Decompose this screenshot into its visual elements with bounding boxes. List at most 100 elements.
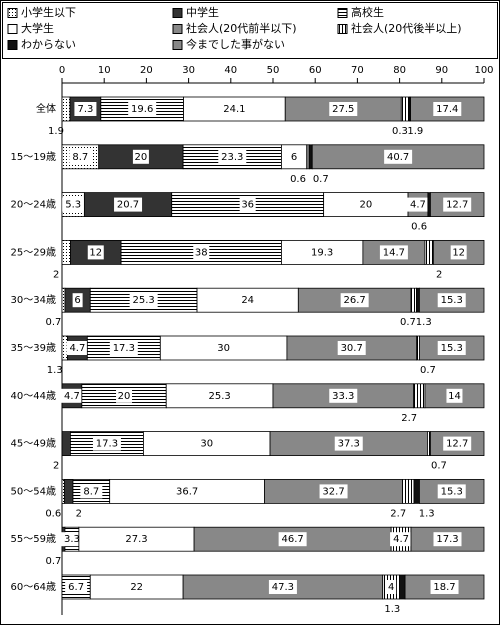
value-label-box xyxy=(87,245,104,260)
legend-swatch xyxy=(337,24,348,34)
value-label-box xyxy=(319,484,348,499)
value-label: 3.3 xyxy=(64,534,80,545)
value-label: 12.7 xyxy=(446,439,468,450)
value-label-box xyxy=(109,341,138,355)
value-label: 27.5 xyxy=(332,104,354,115)
x-tick-label: 50 xyxy=(267,65,280,76)
y-tick-label: 45～49歳 xyxy=(11,438,56,450)
value-label: 2 xyxy=(53,269,59,280)
value-label-box xyxy=(437,293,466,308)
bar-segment xyxy=(61,431,71,457)
value-label: 46.7 xyxy=(281,534,303,545)
value-label: 32.7 xyxy=(322,486,344,497)
bar-segment xyxy=(159,335,288,361)
value-label-box xyxy=(443,436,472,451)
value-label-box xyxy=(379,245,408,260)
value-label: 19.6 xyxy=(131,104,153,115)
bar-segment xyxy=(410,287,417,313)
value-label-box xyxy=(390,532,413,547)
value-label: 19.3 xyxy=(311,247,333,258)
x-tick-label: 70 xyxy=(351,65,364,76)
value-label-box xyxy=(128,102,157,116)
y-tick-label: 30～34歳 xyxy=(11,294,56,306)
bar-segment xyxy=(413,383,426,409)
value-label: 12 xyxy=(89,247,102,258)
value-label: 17.3 xyxy=(96,439,118,450)
bar-segment xyxy=(424,239,434,265)
value-label-box xyxy=(357,197,374,212)
value-label-box xyxy=(74,102,97,116)
value-label-box xyxy=(406,197,429,212)
value-label: 7.3 xyxy=(77,104,93,115)
bar-segment xyxy=(400,96,410,122)
value-label: 0.3 xyxy=(392,126,408,137)
value-label-box xyxy=(173,484,202,499)
x-tick-label: 60 xyxy=(309,65,322,76)
value-label-box xyxy=(65,580,88,594)
value-label: 6 xyxy=(74,295,80,306)
value-label-box xyxy=(62,197,85,212)
value-label: 33.3 xyxy=(332,391,354,402)
value-label: 6 xyxy=(291,152,297,163)
value-label: 1.3 xyxy=(47,365,63,376)
legend-swatch xyxy=(172,8,183,18)
value-label: 0.6 xyxy=(45,508,61,519)
value-label: 0.6 xyxy=(290,174,306,185)
x-tick-label: 100 xyxy=(474,65,493,76)
value-label: 0.7 xyxy=(313,174,329,185)
value-label: 4.7 xyxy=(393,534,409,545)
x-tick-label: 30 xyxy=(182,65,195,76)
value-label: 6.7 xyxy=(68,582,84,593)
value-label-box xyxy=(69,149,92,164)
value-label: 8.7 xyxy=(83,486,99,497)
value-label-box xyxy=(329,102,358,116)
value-label: 17.4 xyxy=(436,104,458,115)
value-label: 20.7 xyxy=(117,200,139,211)
value-label-box xyxy=(278,532,307,547)
value-label-box xyxy=(198,436,215,451)
value-label: 2.7 xyxy=(390,508,406,519)
value-label: 37.3 xyxy=(338,439,360,450)
value-label-box xyxy=(437,341,466,355)
value-label: 2.7 xyxy=(401,413,417,424)
value-label-box xyxy=(430,580,459,594)
value-label: 20 xyxy=(118,391,131,402)
y-tick-label: 40～44歳 xyxy=(11,390,56,402)
y-tick-label: 35～39歳 xyxy=(11,342,56,354)
value-label: 15.3 xyxy=(441,295,463,306)
value-label: 14 xyxy=(448,391,461,402)
value-label: 4.7 xyxy=(64,391,80,402)
bar-segment xyxy=(61,239,71,265)
value-label-box xyxy=(384,149,413,164)
value-label: 4.7 xyxy=(410,200,426,211)
legend-label: 高校生 xyxy=(351,5,384,19)
value-label: 36.7 xyxy=(176,486,198,497)
bar-segment xyxy=(413,478,420,504)
y-tick-label: 15～19歳 xyxy=(11,151,56,163)
value-label-box xyxy=(268,580,297,594)
value-label: 24 xyxy=(241,295,254,306)
legend-label: わからない xyxy=(21,38,76,51)
value-label-box xyxy=(218,149,247,164)
value-label-box xyxy=(92,436,121,451)
value-label-box xyxy=(289,149,300,164)
value-label: 1.9 xyxy=(407,126,423,137)
value-label-box xyxy=(122,532,151,547)
legend-label: 中学生 xyxy=(186,5,219,19)
value-label: 2 xyxy=(53,461,59,472)
legend-swatch xyxy=(172,40,183,50)
value-label: 5.3 xyxy=(65,200,81,211)
value-label-box xyxy=(239,293,256,308)
value-label: 8.7 xyxy=(72,152,88,163)
y-tick-label: 20～24歳 xyxy=(11,199,56,211)
x-tick-label: 40 xyxy=(224,65,237,76)
value-label: 2 xyxy=(76,508,82,519)
x-tick-label: 10 xyxy=(98,65,111,76)
value-label-box xyxy=(132,149,149,164)
value-label-box xyxy=(337,341,366,355)
value-label: 15.3 xyxy=(441,343,463,354)
value-label: 12.7 xyxy=(446,200,468,211)
legend-label: 大学生 xyxy=(21,21,54,35)
bar-segment xyxy=(432,239,485,265)
value-label: 12 xyxy=(452,247,465,258)
